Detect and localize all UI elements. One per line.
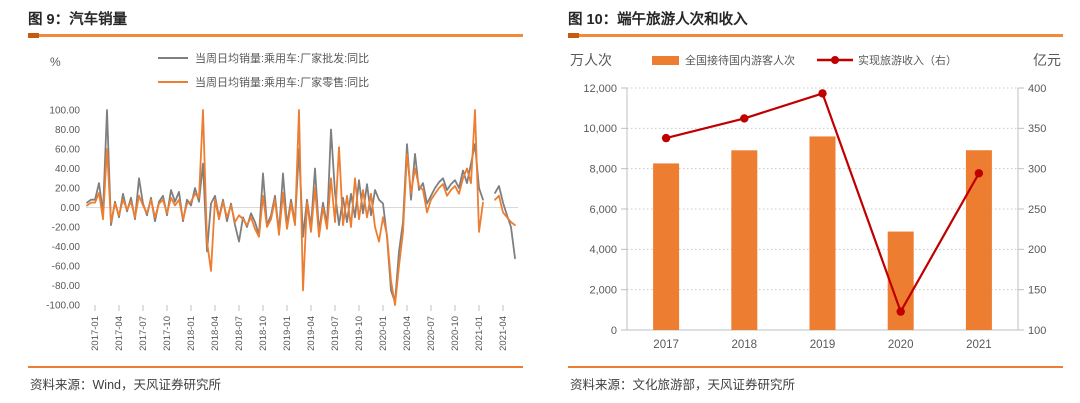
retail-yoy-line <box>86 109 516 306</box>
category-label: 2017 <box>653 339 679 351</box>
figure-9-title: 图 9：汽车销量 <box>28 12 128 28</box>
x-tick-label: 2018-07 <box>234 316 245 351</box>
figure-10-title: 图 10：端午旅游人次和收入 <box>568 12 748 28</box>
rule-stub <box>28 33 39 38</box>
y-tick-label: 100.00 <box>49 106 80 117</box>
x-tick-label: 2018-04 <box>210 316 221 351</box>
visitor-bars <box>653 136 992 330</box>
x-tick-label: 2020-10 <box>450 316 461 351</box>
x-tick-label: 2017-01 <box>90 316 101 351</box>
category-label: 2020 <box>888 339 914 351</box>
left-tick-label: 6,000 <box>589 204 617 216</box>
figure-10-footer-rule <box>568 366 1063 368</box>
left-tick-label: 4,000 <box>589 244 617 256</box>
right-tick-label: 100 <box>1028 325 1046 337</box>
category-label: 2021 <box>966 339 992 351</box>
x-tick-label: 2019-10 <box>354 316 365 351</box>
revenue-marker-2018 <box>740 114 749 123</box>
right-tick-label: 250 <box>1028 204 1046 216</box>
y-tick-label: 80.00 <box>55 125 80 136</box>
x-tick-label: 2020-01 <box>378 316 389 351</box>
x-tick-label: 2020-07 <box>426 316 437 351</box>
retail-line-swatch-icon <box>158 81 188 83</box>
legend-item-retail: 当周日均销量:乘用车:厂家零售:同比 <box>158 70 369 94</box>
revenue-marker-2021 <box>974 169 984 178</box>
y-tick-label: 0.00 <box>61 203 81 214</box>
legend-label-retail: 当周日均销量:乘用车:厂家零售:同比 <box>195 77 370 89</box>
x-tick-label: 2017-04 <box>114 316 125 351</box>
tourist-bar-2021 <box>965 150 992 330</box>
right-axis-tick-labels: 100 150 200 250 300 350 400 <box>1018 83 1046 337</box>
y-axis-tick-labels: 100.00 80.00 60.00 40.00 20.00 0.00 -20.00 -40.… <box>46 106 80 312</box>
figure-10-source: 资料来源：文化旅游部，天风证券研究所 <box>570 378 796 392</box>
tourism-combo-chart: 0 2,000 4,000 6,000 8,000 10,000 12,000 100 150 2… <box>583 83 1046 351</box>
x-tick-label: 2019-01 <box>282 316 293 351</box>
x-tick-label: 2017-07 <box>138 316 149 351</box>
y-tick-label: -20.00 <box>52 223 81 234</box>
left-tick-label: 12,000 <box>583 83 617 95</box>
y-tick-label: -80.00 <box>52 281 81 292</box>
gridlines <box>627 87 1018 291</box>
figure-10-title-rule <box>568 33 1063 38</box>
y-tick-label: 40.00 <box>55 164 80 175</box>
right-tick-label: 400 <box>1028 83 1046 95</box>
figure-9-footer-rule <box>28 366 523 368</box>
x-tick-label: 2018-01 <box>186 316 197 351</box>
auto-sales-line-chart: 100.00 80.00 60.00 40.00 20.00 0.00 -20.00 -40.… <box>46 106 518 351</box>
right-tick-label: 200 <box>1028 244 1046 256</box>
tourist-bar-2018 <box>731 150 758 330</box>
right-tick-label: 150 <box>1028 284 1046 296</box>
figure-10-panel: 图 10：端午旅游人次和收入 万人次 亿元 全国接待国内游客人次 实现旅游收入（… <box>568 0 1063 403</box>
y-tick-label: -100.00 <box>46 301 80 312</box>
left-tick-label: 10,000 <box>583 123 617 135</box>
legend-item-visitors: 全国接待国内游客人次 <box>652 52 795 68</box>
left-tick-label: 8,000 <box>589 163 617 175</box>
visitors-bar-swatch-icon <box>652 55 679 65</box>
right-tick-label: 300 <box>1028 163 1046 175</box>
y-tick-label: -40.00 <box>52 242 81 253</box>
y-tick-label: -60.00 <box>52 262 81 273</box>
legend-label-revenue: 实现旅游收入（右） <box>858 55 957 67</box>
y-tick-label: 20.00 <box>55 184 80 195</box>
tourist-bar-2017 <box>653 163 680 330</box>
figure-10-legend: 全国接待国内游客人次 实现旅游收入（右） <box>652 52 957 68</box>
x-tick-label: 2018-10 <box>258 316 269 351</box>
figure-9-title-rule <box>28 33 523 38</box>
revenue-marker-2019 <box>818 89 827 98</box>
x-tick-label: 2021-01 <box>474 316 485 351</box>
revenue-marker-2017 <box>661 133 671 143</box>
x-axis-tick-labels: 2017-01 2017-04 2017-07 2017-10 2018-01 2018-… <box>90 305 509 351</box>
figure-10-left-axis-unit: 万人次 <box>570 52 612 68</box>
x-tick-label: 2021-04 <box>498 316 509 351</box>
rule-stub <box>568 33 579 38</box>
figure-9-panel: 图 9：汽车销量 % 当周日均销量:乘用车:厂家批发:同比 当周日均销量:乘用车… <box>28 0 523 403</box>
figure-9-source: 资料来源：Wind，天风证券研究所 <box>30 378 221 392</box>
left-tick-label: 0 <box>611 325 617 337</box>
category-label: 2018 <box>732 339 758 351</box>
legend-item-wholesale: 当周日均销量:乘用车:厂家批发:同比 <box>158 46 369 70</box>
x-tick-label: 2019-07 <box>330 316 341 351</box>
figure-9-legend: 当周日均销量:乘用车:厂家批发:同比 当周日均销量:乘用车:厂家零售:同比 <box>158 46 369 94</box>
x-tick-label: 2020-04 <box>402 316 413 351</box>
left-tick-label: 2,000 <box>589 284 617 296</box>
wholesale-line-swatch-icon <box>158 57 188 59</box>
tourist-bar-2019 <box>809 136 836 330</box>
legend-label-wholesale: 当周日均销量:乘用车:厂家批发:同比 <box>195 53 370 65</box>
legend-item-revenue: 实现旅游收入（右） <box>817 52 957 68</box>
x-tick-label: 2019-04 <box>306 316 317 351</box>
right-tick-label: 350 <box>1028 123 1046 135</box>
left-axis-tick-labels: 0 2,000 4,000 6,000 8,000 10,000 12,000 <box>583 83 627 337</box>
figure-9-y-axis-unit: % <box>50 55 61 69</box>
revenue-marker-2020 <box>896 307 905 316</box>
revenue-line-marker-icon <box>817 56 853 64</box>
x-tick-label: 2017-10 <box>162 316 173 351</box>
legend-label-visitors: 全国接待国内游客人次 <box>685 55 795 67</box>
y-tick-label: 60.00 <box>55 145 80 156</box>
figure-10-right-axis-unit: 亿元 <box>1033 52 1061 68</box>
category-label: 2019 <box>810 339 836 351</box>
category-labels: 2017 2018 2019 2020 2021 <box>653 339 991 351</box>
